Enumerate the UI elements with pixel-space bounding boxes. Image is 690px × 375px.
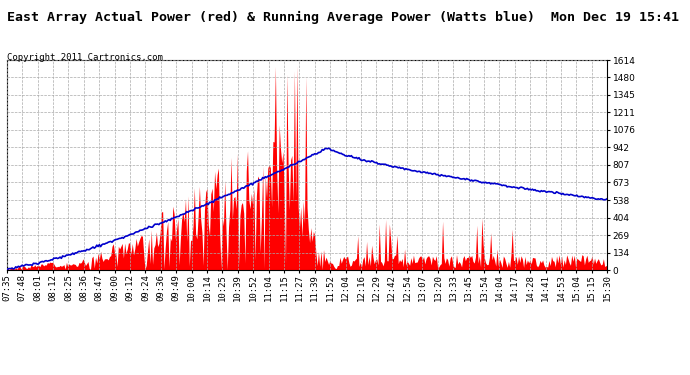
- Text: East Array Actual Power (red) & Running Average Power (Watts blue)  Mon Dec 19 1: East Array Actual Power (red) & Running …: [7, 11, 679, 24]
- Text: Copyright 2011 Cartronics.com: Copyright 2011 Cartronics.com: [7, 53, 163, 62]
